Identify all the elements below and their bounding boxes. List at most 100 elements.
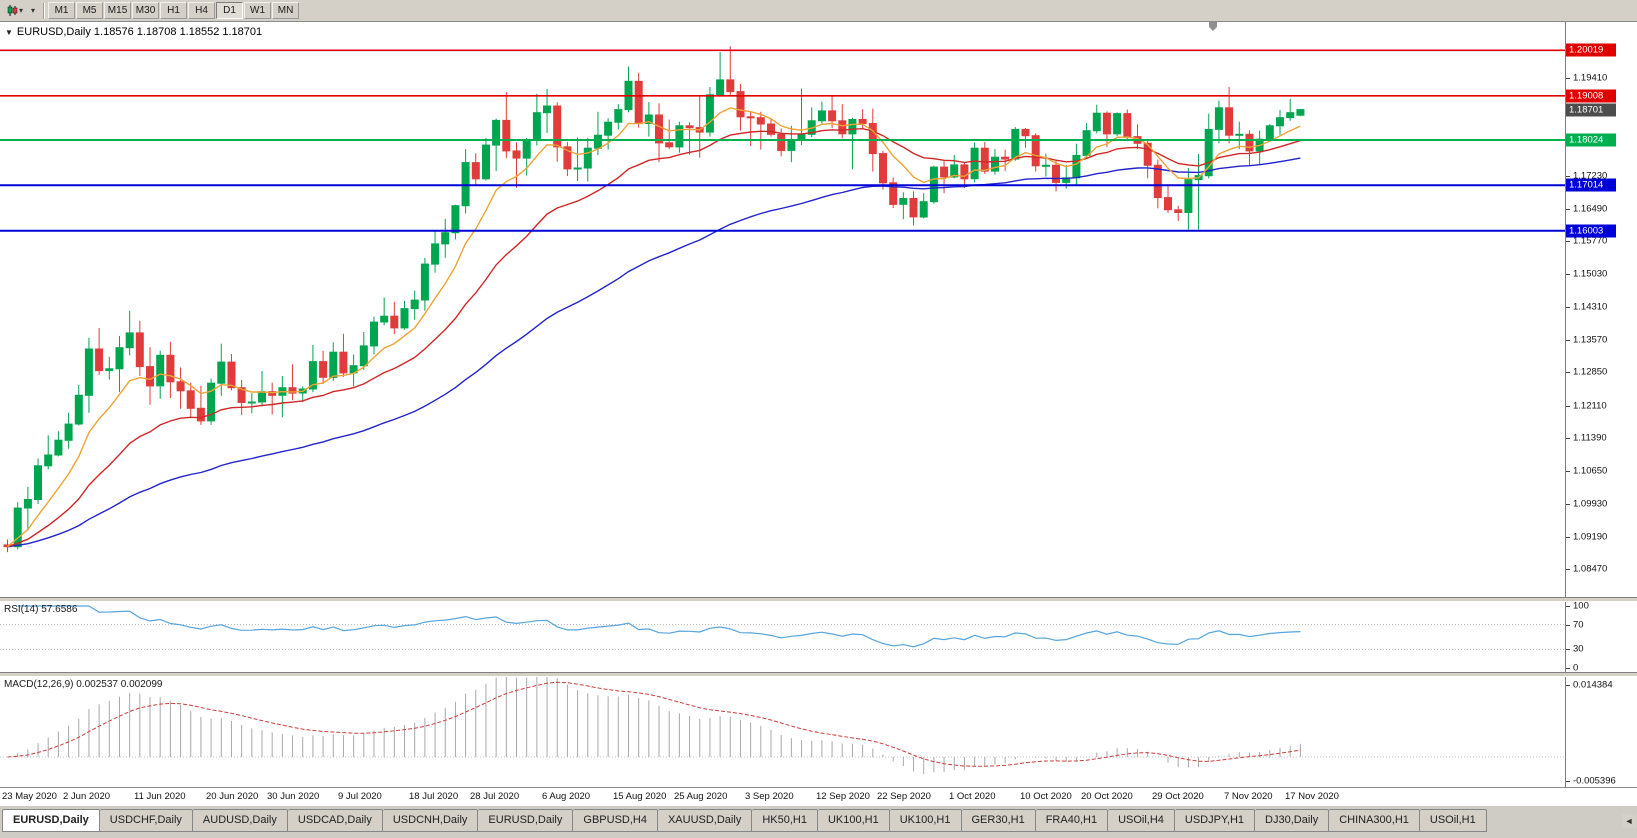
symbol-tab-hk50-h1[interactable]: HK50,H1 bbox=[752, 809, 818, 832]
date-tick-label: 30 Jun 2020 bbox=[267, 791, 320, 802]
chart-ohlc-text: EURUSD,Daily 1.18576 1.18708 1.18552 1.1… bbox=[16, 26, 263, 38]
date-tick-label: 15 Aug 2020 bbox=[613, 791, 667, 802]
date-tick-label: 20 Jun 2020 bbox=[206, 791, 259, 802]
axis-tick-label: 1.17230 bbox=[1573, 170, 1608, 182]
symbol-tab-xauusd-daily[interactable]: XAUUSD,Daily bbox=[657, 809, 753, 832]
axis-tick-label: 1.08470 bbox=[1573, 563, 1608, 575]
rsi-chart[interactable] bbox=[0, 602, 1565, 672]
timeframe-button-d1[interactable]: D1 bbox=[216, 2, 244, 19]
symbol-tab-ger30-h1[interactable]: GER30,H1 bbox=[961, 809, 1036, 832]
date-tick-label: 17 Nov 2020 bbox=[1285, 791, 1339, 802]
rsi-axis[interactable]: 100 70 30 0 bbox=[1565, 602, 1637, 672]
symbol-tab-dj30-daily[interactable]: DJ30,Daily bbox=[1255, 809, 1330, 832]
price-level-tag: 1.18024 bbox=[1566, 133, 1616, 147]
timeframe-button-m1[interactable]: M1 bbox=[48, 2, 76, 19]
timeframe-button-m30[interactable]: M30 bbox=[132, 2, 160, 19]
rsi-indicator-pane[interactable]: RSI(14) 57.6586 100 70 30 0 bbox=[0, 602, 1637, 672]
date-tick-label: 1 Oct 2020 bbox=[949, 791, 996, 802]
date-tick-label: 9 Jul 2020 bbox=[338, 791, 382, 802]
axis-tick-label: 1.19410 bbox=[1573, 72, 1608, 84]
axis-tick-label: 1.12110 bbox=[1573, 400, 1607, 412]
axis-tick-label: 1.16490 bbox=[1573, 203, 1608, 215]
symbol-tab-gbpusd-h4[interactable]: GBPUSD,H4 bbox=[573, 809, 658, 832]
macd-axis[interactable]: 0.014384 -0.005396 bbox=[1565, 677, 1637, 787]
date-axis[interactable]: 23 May 2020 2 Jun 2020 11 Jun 2020 20 Jun 2… bbox=[0, 787, 1637, 805]
chart-menu-icon[interactable]: ▼ bbox=[5, 27, 13, 37]
date-tick-label: 10 Oct 2020 bbox=[1020, 791, 1072, 802]
candlestick-icon bbox=[7, 5, 18, 16]
symbol-tab-china300-h1[interactable]: CHINA300,H1 bbox=[1329, 809, 1420, 832]
timeframe-button-m15[interactable]: M15 bbox=[104, 2, 132, 19]
price-axis[interactable]: 1.19410 1.17230 1.16490 1.15770 1.15030 1.143… bbox=[1565, 22, 1637, 597]
timeframe-button-h1[interactable]: H1 bbox=[160, 2, 188, 19]
symbol-tab-usdjpy-h1[interactable]: USDJPY,H1 bbox=[1174, 809, 1256, 832]
symbol-tab-usdchf-daily[interactable]: USDCHF,Daily bbox=[99, 809, 193, 832]
date-tick-label: 3 Sep 2020 bbox=[745, 791, 794, 802]
axis-tick-label: 1.09190 bbox=[1573, 531, 1608, 543]
timeframe-button-m5[interactable]: M5 bbox=[76, 2, 104, 19]
date-tick-label: 7 Nov 2020 bbox=[1224, 791, 1273, 802]
price-level-tag: 1.20019 bbox=[1566, 43, 1616, 57]
timeframe-button-h4[interactable]: H4 bbox=[188, 2, 216, 19]
axis-tick-label: -0.005396 bbox=[1573, 775, 1616, 787]
timeframe-button-w1[interactable]: W1 bbox=[244, 2, 272, 19]
date-tick-label: 2 Jun 2020 bbox=[63, 791, 111, 802]
axis-tick-label: 1.15770 bbox=[1573, 235, 1608, 247]
rsi-label: RSI(14) 57.6586 bbox=[4, 604, 78, 615]
symbol-tab-usdcad-daily[interactable]: USDCAD,Daily bbox=[287, 809, 383, 832]
axis-tick-label: 100 bbox=[1573, 602, 1589, 612]
macd-label: MACD(12,26,9) 0.002537 0.002099 bbox=[4, 679, 163, 690]
date-tick-label: 25 Aug 2020 bbox=[674, 791, 728, 802]
date-tick-label: 29 Oct 2020 bbox=[1152, 791, 1204, 802]
axis-tick-label: 70 bbox=[1573, 619, 1584, 631]
price-level-tag: 1.19008 bbox=[1566, 89, 1616, 103]
template-dropdown-button[interactable]: ▾ bbox=[27, 1, 39, 21]
tab-scroll-left-icon[interactable]: ◄ bbox=[1622, 814, 1636, 828]
symbol-tab-eurusd-daily[interactable]: EURUSD,Daily bbox=[2, 809, 100, 832]
axis-tick-label: 1.11390 bbox=[1573, 432, 1607, 444]
candlestick-chart[interactable] bbox=[0, 22, 1565, 597]
axis-tick-label: 1.13570 bbox=[1573, 334, 1608, 346]
symbol-tab-usdcnh-daily[interactable]: USDCNH,Daily bbox=[382, 809, 479, 832]
price-level-tag: 1.16003 bbox=[1566, 224, 1616, 238]
symbol-tab-audusd-daily[interactable]: AUDUSD,Daily bbox=[192, 809, 288, 832]
macd-indicator-pane[interactable]: MACD(12,26,9) 0.002537 0.002099 0.014384… bbox=[0, 677, 1637, 787]
symbol-tab-eurusd-daily[interactable]: EURUSD,Daily bbox=[478, 809, 574, 832]
date-tick-label: 11 Jun 2020 bbox=[134, 791, 186, 802]
axis-tick-label: 1.10650 bbox=[1573, 465, 1608, 477]
date-tick-label: 28 Jul 2020 bbox=[470, 791, 520, 802]
axis-tick-label: 30 bbox=[1573, 643, 1584, 655]
date-tick-label: 23 May 2020 bbox=[2, 791, 57, 802]
date-tick-label: 12 Sep 2020 bbox=[816, 791, 870, 802]
price-level-tag: 1.18701 bbox=[1566, 103, 1616, 117]
axis-tick-label: 0.014384 bbox=[1573, 679, 1613, 691]
symbol-tab-usoil-h1[interactable]: USOil,H1 bbox=[1419, 809, 1487, 832]
date-tick-label: 20 Oct 2020 bbox=[1081, 791, 1133, 802]
macd-chart[interactable] bbox=[0, 677, 1565, 787]
chart-title: ▼ EURUSD,Daily 1.18576 1.18708 1.18552 1… bbox=[5, 26, 262, 38]
symbol-tab-uk100-h1[interactable]: UK100,H1 bbox=[817, 809, 890, 832]
timeframe-button-mn[interactable]: MN bbox=[272, 2, 300, 19]
pane-separator[interactable] bbox=[0, 597, 1637, 602]
pane-separator[interactable] bbox=[0, 672, 1637, 677]
symbol-tab-fra40-h1[interactable]: FRA40,H1 bbox=[1035, 809, 1109, 832]
symbol-tab-uk100-h1[interactable]: UK100,H1 bbox=[889, 809, 962, 832]
toolbar-separator bbox=[43, 2, 45, 19]
timeframe-buttons: M1 M5 M15 M30 H1 H4 D1 W1 MN bbox=[48, 2, 300, 19]
symbol-tab-usoil-h4[interactable]: USOil,H4 bbox=[1108, 809, 1175, 832]
axis-tick-label: 0 bbox=[1573, 662, 1579, 673]
price-chart-pane[interactable]: ▼ EURUSD,Daily 1.18576 1.18708 1.18552 1… bbox=[0, 22, 1637, 597]
chevron-down-icon: ▾ bbox=[19, 5, 24, 15]
symbol-tab-bar: EURUSD,Daily USDCHF,Daily AUDUSD,Daily USDC… bbox=[0, 805, 1637, 838]
date-tick-label: 18 Jul 2020 bbox=[409, 791, 459, 802]
chart-type-button[interactable]: ▾ bbox=[3, 1, 27, 21]
axis-tick-label: 1.12850 bbox=[1573, 366, 1608, 378]
axis-tick-label: 1.09930 bbox=[1573, 498, 1608, 510]
date-tick-label: 6 Aug 2020 bbox=[542, 791, 591, 802]
price-level-tag: 1.17014 bbox=[1566, 178, 1616, 192]
date-tick-label: 22 Sep 2020 bbox=[877, 791, 931, 802]
axis-tick-label: 1.15030 bbox=[1573, 268, 1608, 280]
axis-tick-label: 1.14310 bbox=[1573, 301, 1608, 313]
timeframe-toolbar: ▾ ▾ M1 M5 M15 M30 H1 H4 D1 W1 MN bbox=[0, 0, 1637, 22]
